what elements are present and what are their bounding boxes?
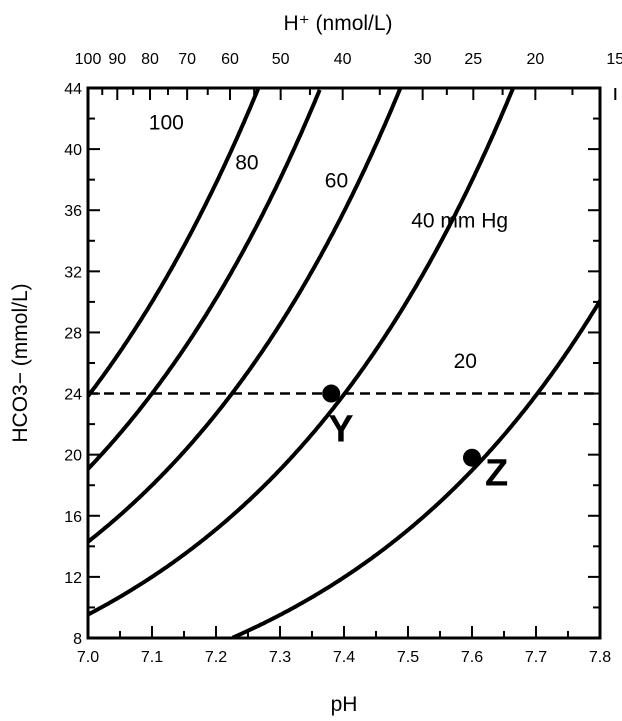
- isopleth-curve: [86, 87, 403, 544]
- top-tick-label: 40: [334, 51, 352, 68]
- y-tick-label: 44: [64, 81, 82, 98]
- y-tick-label: 32: [64, 264, 82, 281]
- top-tick-label: 70: [178, 51, 196, 68]
- isopleth-curve: [87, 87, 515, 617]
- top-tick-label: 60: [221, 51, 239, 68]
- x-tick-label: 7.3: [269, 649, 291, 666]
- data-point-marker: [463, 448, 481, 467]
- x-tick-label: 7.4: [333, 649, 355, 666]
- y-axis-title: HCO3− (mmol/L): [9, 283, 32, 442]
- x-tick-label: 7.5: [397, 649, 419, 666]
- x-tick-label: 7.6: [461, 649, 483, 666]
- data-points: YZ: [322, 384, 508, 495]
- x-tick-label: 7.7: [525, 649, 547, 666]
- y-tick-label: 40: [64, 142, 82, 159]
- top-axis-title: H⁺ (nmol/L): [283, 12, 392, 35]
- top-tick-label: 90: [108, 51, 126, 68]
- isopleth-curve-label: 20: [454, 350, 477, 373]
- top-tick-label: 100: [75, 51, 102, 68]
- y-tick-label: 16: [64, 509, 82, 526]
- isopleth-curve-label: 40 mm Hg: [411, 209, 508, 232]
- data-point-label: Y: [328, 409, 353, 451]
- top-tick-label: 25: [464, 51, 482, 68]
- top-tick-label: 50: [272, 51, 290, 68]
- axis-ticks: 7.0 7.1 7.2 7.3 7.4 7.5 7.6 7.7 7.8 8 12 16 20 24 28 32…: [64, 51, 622, 666]
- y-tick-label: 36: [64, 203, 82, 220]
- isopleth-curve: [86, 89, 322, 471]
- y-tick-label: 8: [73, 631, 82, 648]
- x-tick-label: 7.8: [589, 649, 611, 666]
- top-tick-label: 80: [141, 51, 159, 68]
- data-point-label: Z: [485, 453, 508, 495]
- y-tick-label: 12: [64, 570, 82, 587]
- top-tick-label: 20: [526, 51, 544, 68]
- isopleth-curve: [86, 87, 261, 398]
- x-tick-label: 7.0: [77, 649, 99, 666]
- y-tick-label: 24: [64, 387, 82, 404]
- y-tick-label: 20: [64, 448, 82, 465]
- plot-frame: [86, 86, 602, 640]
- isopleth-curve-label: 100: [149, 112, 184, 135]
- x-tick-label: 7.1: [141, 649, 163, 666]
- data-point-marker: [322, 384, 341, 403]
- x-tick-label: 7.2: [205, 649, 227, 666]
- y-tick-label: 28: [64, 325, 82, 342]
- top-tick-label: 30: [414, 51, 432, 68]
- isopleth-curve: [231, 299, 602, 640]
- top-tick-label: 15: [606, 51, 622, 68]
- isopleth-curve-label: 80: [235, 151, 258, 174]
- isopleth-curves: 100 80 60 40 mm Hg 20: [86, 87, 602, 640]
- isopleth-curve-label: 60: [325, 170, 348, 193]
- x-axis-title: pH: [331, 693, 358, 716]
